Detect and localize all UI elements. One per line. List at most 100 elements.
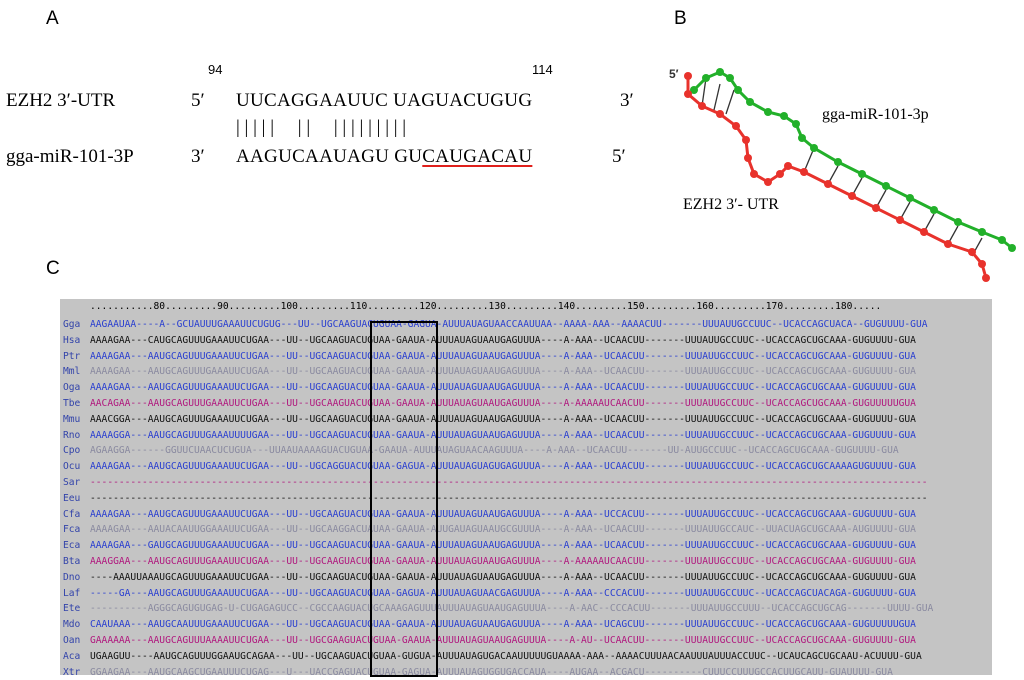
mirna-nucleotide (882, 182, 890, 190)
utr-nucleotide (848, 192, 856, 200)
position-end: 114 (532, 62, 553, 77)
mirna-nucleotide (726, 74, 734, 82)
base-pair-bond (725, 89, 735, 115)
base-pair-bond (701, 77, 707, 107)
mirna-nucleotide (930, 206, 938, 214)
mirna-nucleotide (746, 98, 754, 106)
sequence-row: GAAAAAA---AAUGCAGUUUAAAAUUCUGAA---UU--UG… (90, 635, 916, 646)
species-label: Oga (63, 382, 81, 394)
utr-nucleotide (920, 228, 928, 236)
sequence-row: AGAAGGA------GGUUCUAACUCUGUA---UUAAUAAAA… (90, 445, 899, 457)
mirna-nucleotide (810, 144, 818, 152)
mirna-nucleotide (734, 86, 742, 94)
utr-nucleotide (764, 178, 772, 186)
species-label: Eeu (63, 492, 81, 504)
mirna-sequence: AAGUCAAUAGU GUCAUGACAU (236, 146, 532, 168)
species-label: Bta (63, 556, 81, 567)
sequence-row: AAAAGAA---AAUGCAGUUUGAAAUUCUGAA---UU--UG… (90, 350, 916, 362)
target-5prime: 5′ (191, 90, 205, 111)
mirna-nucleotide (858, 170, 866, 178)
utr-nucleotide (872, 204, 880, 212)
utr-nucleotide (800, 168, 808, 176)
sequence-row: CAAUAAA---AAUGCAAUUUGAAAUUCUGAA---UU--UG… (90, 619, 916, 631)
panel-c-label: C (46, 258, 60, 279)
mirna-nucleotide (906, 194, 914, 202)
species-label: Dno (63, 571, 81, 583)
species-label: Cpo (63, 445, 81, 457)
utr-nucleotide (978, 260, 986, 268)
sequence-row: AAAAGAA---AAUGCAGUUUGAAAUUCUGAA---UU--UG… (90, 508, 916, 520)
utr-nucleotide (896, 216, 904, 224)
mirna-nucleotide (764, 108, 772, 116)
utr-nucleotide (944, 240, 952, 248)
base-pair-lines: | | | | | | | | | | | | | | | | (236, 117, 407, 138)
target-sequence: UUCAGGAAUUC UAGUACUGUG (236, 90, 533, 111)
utr-nucleotide (968, 248, 976, 256)
sequence-row: GGAAGAA---AAUGCAAGCUGAAUUUCUGAG---U---UA… (90, 666, 893, 675)
sequence-row: ----------------------------------------… (90, 492, 928, 504)
sequence-row: AAAAGAA---AAUACAAUUGGAAAUUCUGAA---UU--UG… (90, 524, 916, 536)
utr-nucleotide (684, 90, 692, 98)
species-label: Eca (63, 540, 81, 552)
sequence-row: AAAAGAA---AAUGCAGUUUGAAAUUCUGAA---UU--UG… (90, 366, 916, 378)
species-label: Laf (63, 587, 81, 599)
mirna-nucleotide (716, 68, 724, 76)
position-start: 94 (208, 62, 223, 77)
species-label: Ocu (63, 461, 81, 473)
species-label: Xtr (63, 666, 81, 675)
utr-structure-label: EZH2 3′- UTR (683, 196, 779, 213)
utr-nucleotide (698, 102, 706, 110)
sequence-row: AAAAGAA---CAUGCAGUUUGAAAUUCUGAA---UU--UG… (90, 334, 916, 346)
mirna-name: gga-miR-101-3P (6, 146, 134, 167)
species-label: Fca (63, 524, 81, 536)
species-label: Ptr (63, 350, 81, 362)
target-3prime: 3′ (620, 90, 634, 111)
sequence-row: ----------------------------------------… (90, 477, 928, 488)
species-label: Tbe (63, 398, 81, 409)
sequence-row: AAGAAUAA----A--GCUAUUUGAAAUUCUGUG---UU--… (90, 319, 928, 330)
target-name: EZH2 3′-UTR (6, 90, 116, 111)
mirna-3prime: 3′ (191, 146, 205, 167)
mirna-seed-region: CAUGACAU (422, 146, 533, 167)
species-label: Mml (63, 366, 81, 378)
sequence-row: AAACGGA---AAUGCAGUUUGAAAUUCUGAA---UU--UG… (90, 413, 916, 425)
mirna-nucleotide (690, 86, 698, 94)
mirna-nucleotide (954, 218, 962, 226)
panel-a-label: A (46, 8, 59, 29)
mirna-backbone (692, 70, 1013, 250)
sequence-row: ----AAAUUAAAUGCAGUUUGAAAUUCUGAA---UU--UG… (90, 571, 916, 583)
mirna-seq-plain: AAGUCAAUAGU GU (236, 146, 423, 167)
sequence-row: AAAGGAA---AAUGCAGUUUGAAAUUCUGAA---UU--UG… (90, 556, 916, 567)
mirna-nucleotide (978, 228, 986, 236)
utr-nucleotide (776, 170, 784, 178)
species-label: Oan (63, 635, 81, 646)
mirna-nucleotide (792, 120, 800, 128)
sequence-row: AACAGAA---AAUGCAGUUUGAAAUUCUGAA---UU--UG… (90, 398, 916, 409)
sequence-row: AAAAGAA---GAUGCAGUUUGAAAUUCUGAA---UU--UG… (90, 540, 916, 552)
mirna-nucleotide (1008, 244, 1016, 252)
panel-b-label: B (674, 8, 687, 29)
base-pair-bond (713, 83, 721, 111)
sequence-row: -----GA---AAUGCAGUUUGAAAUUCUGAA---UU--UG… (90, 587, 916, 599)
mirna-nucleotide (798, 134, 806, 142)
species-label: Hsa (63, 334, 81, 346)
seed-site-box (370, 321, 438, 677)
utr-nucleotide (716, 110, 724, 118)
mirna-nucleotide (780, 112, 788, 120)
utr-nucleotide (750, 170, 758, 178)
duplex-structure: 5′ (669, 67, 1016, 282)
alignment-panel: ...........80.........90.........100....… (60, 299, 992, 675)
sequence-row: ----------AGGGCAGUGUGAG-U-CUGAGAGUCC--CG… (90, 603, 934, 615)
utr-nucleotide (732, 122, 740, 130)
utr-nucleotide (824, 180, 832, 188)
utr-nucleotide (784, 162, 792, 170)
utr-nucleotide (742, 136, 750, 144)
mirna-nucleotide (834, 158, 842, 166)
sequence-row: AAAAGAA---AAUGCAGUUUGAAAUUCUGAA---UU--UG… (90, 461, 916, 473)
mirna-nucleotide (702, 74, 710, 82)
five-prime-end: 5′ (669, 67, 679, 81)
species-label: Ete (63, 603, 81, 615)
sequence-row: AAAAGGA---AAUGCAGUUUGAAAUUUUGAA---UU--UG… (90, 429, 916, 441)
species-label: Gga (63, 319, 81, 330)
species-label: Mmu (63, 413, 81, 425)
